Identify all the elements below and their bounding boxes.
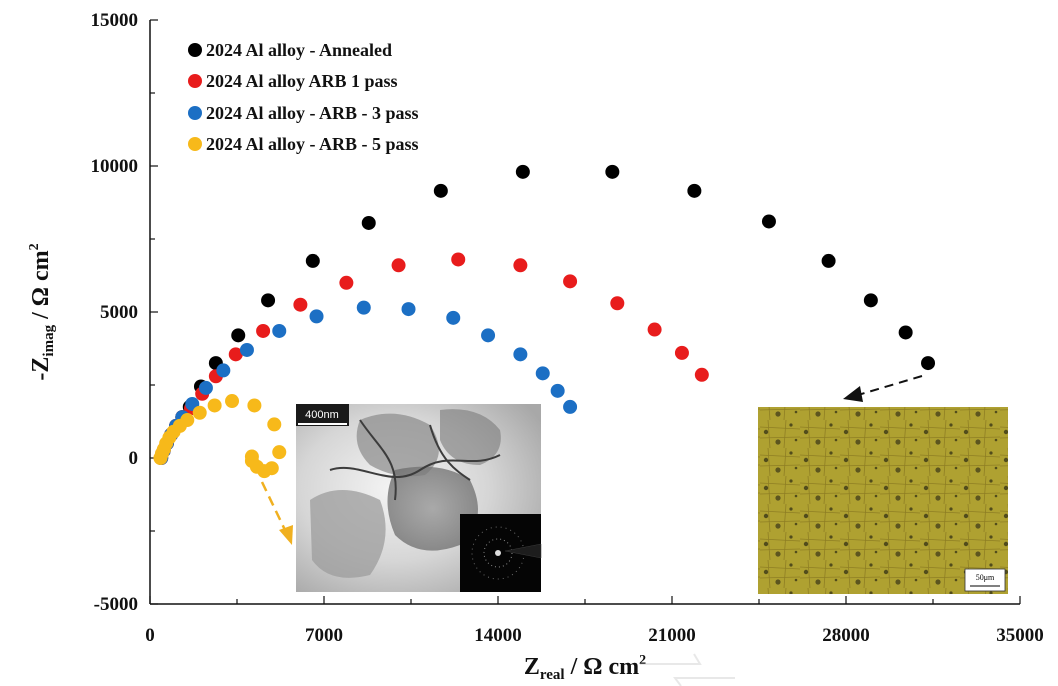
x-tick-label: 28000: [822, 625, 870, 646]
legend-label-annealed: 2024 Al alloy - Annealed: [206, 40, 392, 60]
data-point-annealed: [261, 293, 276, 308]
y-tick-label: 10000: [91, 156, 139, 177]
data-point-arb-3-pass: [216, 363, 231, 378]
data-point-arb-1-pass: [339, 275, 354, 290]
data-point-arb-3-pass: [513, 347, 528, 362]
data-point-arb-1-pass: [451, 252, 466, 267]
data-point-arb-1-pass: [563, 274, 578, 289]
data-point-arb-5-pass: [192, 405, 207, 420]
data-point-annealed: [761, 214, 776, 229]
data-point-arb-1-pass: [694, 367, 709, 382]
data-point-arb-1-pass: [610, 296, 625, 311]
x-tick-label: 14000: [474, 625, 522, 646]
axis-ticks: [149, 19, 1021, 605]
data-point-arb-3-pass: [309, 309, 324, 324]
data-point-arb-1-pass: [647, 322, 662, 337]
x-tick-label: 7000: [305, 625, 343, 646]
data-point-arb-5-pass: [244, 449, 259, 464]
data-point-annealed: [687, 183, 702, 198]
data-point-arb-5-pass: [267, 417, 282, 432]
data-point-arb-5-pass: [272, 445, 287, 460]
legend-marker-arb-3-pass: [188, 106, 202, 120]
legend: 2024 Al alloy - Annealed 2024 Al alloy A…: [188, 40, 419, 154]
data-point-annealed: [921, 356, 936, 371]
diffraction-pattern-inset: [460, 514, 542, 592]
data-point-annealed: [515, 164, 530, 179]
y-tick-label: -5000: [94, 594, 138, 615]
data-point-annealed: [361, 215, 376, 230]
data-point-annealed: [898, 325, 913, 340]
y-tick-label: 0: [129, 448, 139, 469]
x-tick-label: 35000: [996, 625, 1044, 646]
yellow-arrow: [260, 481, 287, 531]
data-points: [153, 164, 936, 479]
data-point-arb-3-pass: [239, 342, 254, 357]
data-point-arb-5-pass: [247, 398, 262, 413]
series-arb-5-pass: [153, 394, 287, 479]
data-point-annealed: [433, 183, 448, 198]
data-point-annealed: [305, 253, 320, 268]
data-point-arb-3-pass: [446, 310, 461, 325]
black-arrow: [857, 375, 923, 396]
data-point-arb-5-pass: [207, 398, 222, 413]
x-tick-label: 0: [145, 625, 155, 646]
data-point-arb-3-pass: [535, 366, 550, 381]
legend-marker-arb-5-pass: [188, 137, 202, 151]
legend-label-arb-1-pass: 2024 Al alloy ARB 1 pass: [206, 71, 398, 91]
y-tick-label: 5000: [100, 302, 138, 323]
data-point-arb-3-pass: [401, 302, 416, 317]
data-point-arb-3-pass: [356, 300, 371, 315]
x-tick-label: 21000: [648, 625, 696, 646]
legend-label-arb-5-pass: 2024 Al alloy - ARB - 5 pass: [206, 134, 419, 154]
legend-marker-annealed: [188, 43, 202, 57]
data-point-arb-1-pass: [391, 258, 406, 273]
optical-scale-label: 50μm: [976, 573, 995, 582]
black-arrowhead: [843, 386, 863, 402]
annotation-arrows: [260, 375, 923, 545]
data-point-arb-3-pass: [198, 380, 213, 395]
data-point-arb-5-pass: [225, 394, 240, 409]
data-point-arb-1-pass: [293, 297, 308, 312]
y-tick-label: 15000: [91, 10, 139, 31]
legend-label-arb-3-pass: 2024 Al alloy - ARB - 3 pass: [206, 103, 419, 123]
data-point-arb-1-pass: [228, 347, 243, 362]
yellow-arrowhead: [279, 525, 293, 545]
data-point-arb-1-pass: [513, 258, 528, 273]
data-point-annealed: [605, 164, 620, 179]
data-point-annealed: [821, 253, 836, 268]
data-point-annealed: [231, 328, 246, 343]
legend-marker-arb-1-pass: [188, 74, 202, 88]
data-point-arb-1-pass: [674, 345, 689, 360]
axis-tick-labels: 0 7000 14000 21000 28000 35000 -5000 0 5000 10000…: [91, 10, 1044, 646]
x-axis-title: Zreal / Ω cm2: [524, 653, 646, 683]
tem-scale-label: 400nm: [305, 409, 339, 421]
data-point-arb-3-pass: [550, 383, 565, 398]
data-point-arb-5-pass: [180, 413, 195, 428]
y-axis-title: -Zimag / Ω cm2: [27, 243, 57, 380]
data-point-arb-3-pass: [481, 328, 496, 343]
data-point-arb-1-pass: [256, 323, 271, 338]
data-point-annealed: [863, 293, 878, 308]
tem-micrograph-inset: 400nm: [296, 404, 542, 592]
data-point-arb-3-pass: [563, 399, 578, 414]
optical-micrograph-inset: 50μm: [758, 407, 1008, 594]
watermark: [640, 653, 735, 686]
data-point-arb-3-pass: [272, 323, 287, 338]
